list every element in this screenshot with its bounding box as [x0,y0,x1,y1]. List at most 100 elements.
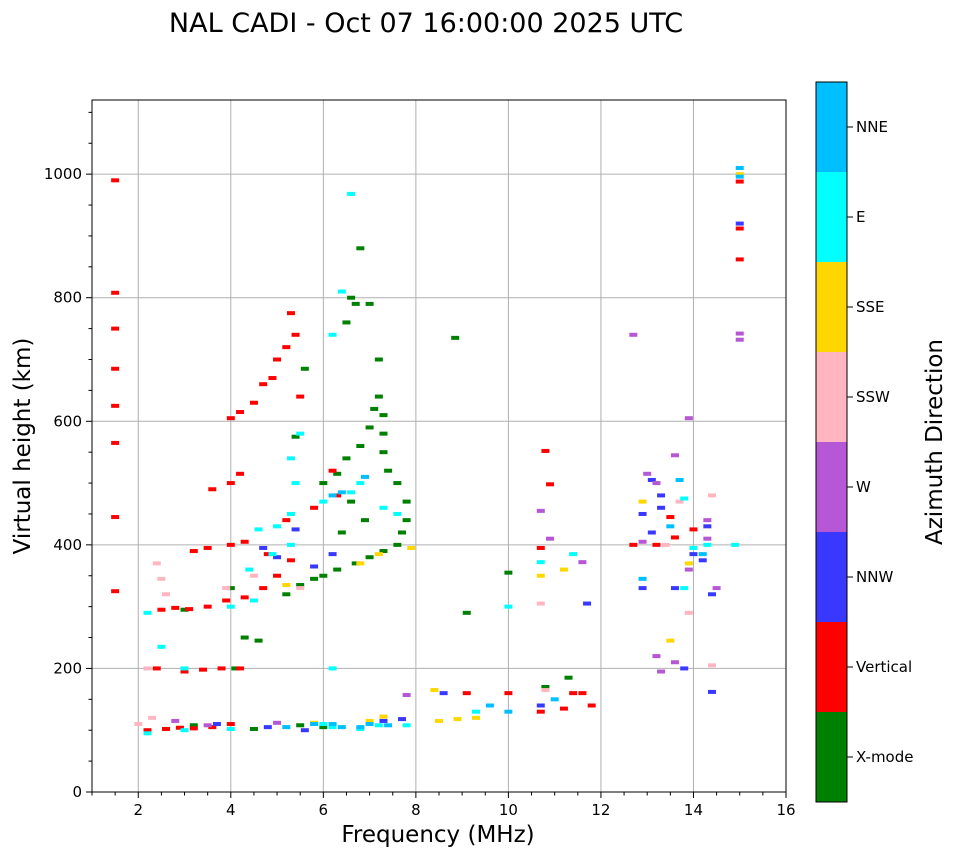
data-point [384,468,393,473]
data-point [652,481,661,486]
data-point [152,666,161,671]
data-point [328,332,337,337]
data-point [638,586,647,591]
data-point [365,555,374,560]
y-tick-label: 800 [53,289,82,307]
data-point [472,715,481,720]
data-point [638,511,647,516]
data-point [189,723,198,728]
data-point [291,527,300,532]
data-point [157,644,166,649]
y-axis-label: Virtual height (km) [10,338,36,555]
data-point [333,493,342,498]
data-point [180,728,189,733]
data-point [360,518,369,523]
data-point [356,246,365,251]
data-point [657,669,666,674]
data-point [365,718,374,723]
colorbar-segment [816,712,847,802]
data-point [652,542,661,547]
data-point [286,311,295,316]
data-point [707,493,716,498]
data-point [670,453,679,458]
data-point [680,496,689,501]
data-point [735,337,744,342]
data-point [707,663,716,668]
data-point [666,515,675,520]
data-point [268,376,277,381]
data-point [249,573,258,578]
data-point [347,295,356,300]
data-point [360,474,369,479]
data-point [263,725,272,730]
series-x-mode [180,246,573,731]
data-point [536,560,545,565]
data-point [337,289,346,294]
data-point [735,331,744,336]
data-point [356,444,365,448]
data-point [208,725,217,730]
data-point [111,178,120,183]
data-point [175,725,184,730]
data-point [236,471,245,476]
x-tick-label: 16 [776,801,795,819]
colorbar-segment [816,352,847,442]
data-point [680,586,689,591]
colorbar-segment [816,82,847,172]
data-point [282,583,291,588]
data-point [111,403,120,408]
data-point [162,726,171,731]
data-point [657,505,666,510]
data-point [402,499,411,504]
data-point [286,542,295,547]
data-point [236,666,245,671]
data-point [379,549,388,554]
data-point [333,567,342,572]
x-tick-label: 8 [411,801,421,819]
data-point [374,723,383,728]
data-point [134,722,143,727]
data-point [226,604,235,609]
data-point [273,720,282,725]
data-point [328,468,337,473]
data-point [342,456,351,461]
data-point [180,607,189,612]
data-point [240,595,249,600]
data-point [451,335,460,340]
data-point [384,723,393,728]
data-point [583,601,592,606]
data-point [111,440,120,445]
data-point [707,689,716,694]
data-point [328,552,337,557]
data-point [638,576,647,581]
data-point [546,536,555,541]
data-point [472,709,481,714]
data-point [365,301,374,306]
x-tick-label: 10 [499,801,518,819]
data-point [689,527,698,532]
colorbar-segment [816,262,847,352]
data-point [703,524,712,529]
data-point [351,301,360,306]
series-nnw [212,221,744,733]
series-e [143,191,740,736]
data-point [735,179,744,184]
data-point [536,601,545,606]
data-point [226,726,235,731]
data-point [370,406,379,411]
data-point [559,567,568,572]
data-point [689,552,698,557]
data-point [504,570,513,575]
data-point [629,542,638,547]
data-point [240,635,249,640]
data-point [282,518,291,523]
data-point [111,366,120,371]
data-point [347,191,356,196]
colorbar: X-mode Vertical NNW W SSW SSE E NNE [815,81,913,803]
data-point [657,493,666,498]
colorbar-tick-label: SSW [856,388,890,406]
data-point [462,691,471,696]
data-point [319,573,328,578]
data-point [310,576,319,581]
data-point [536,709,545,714]
